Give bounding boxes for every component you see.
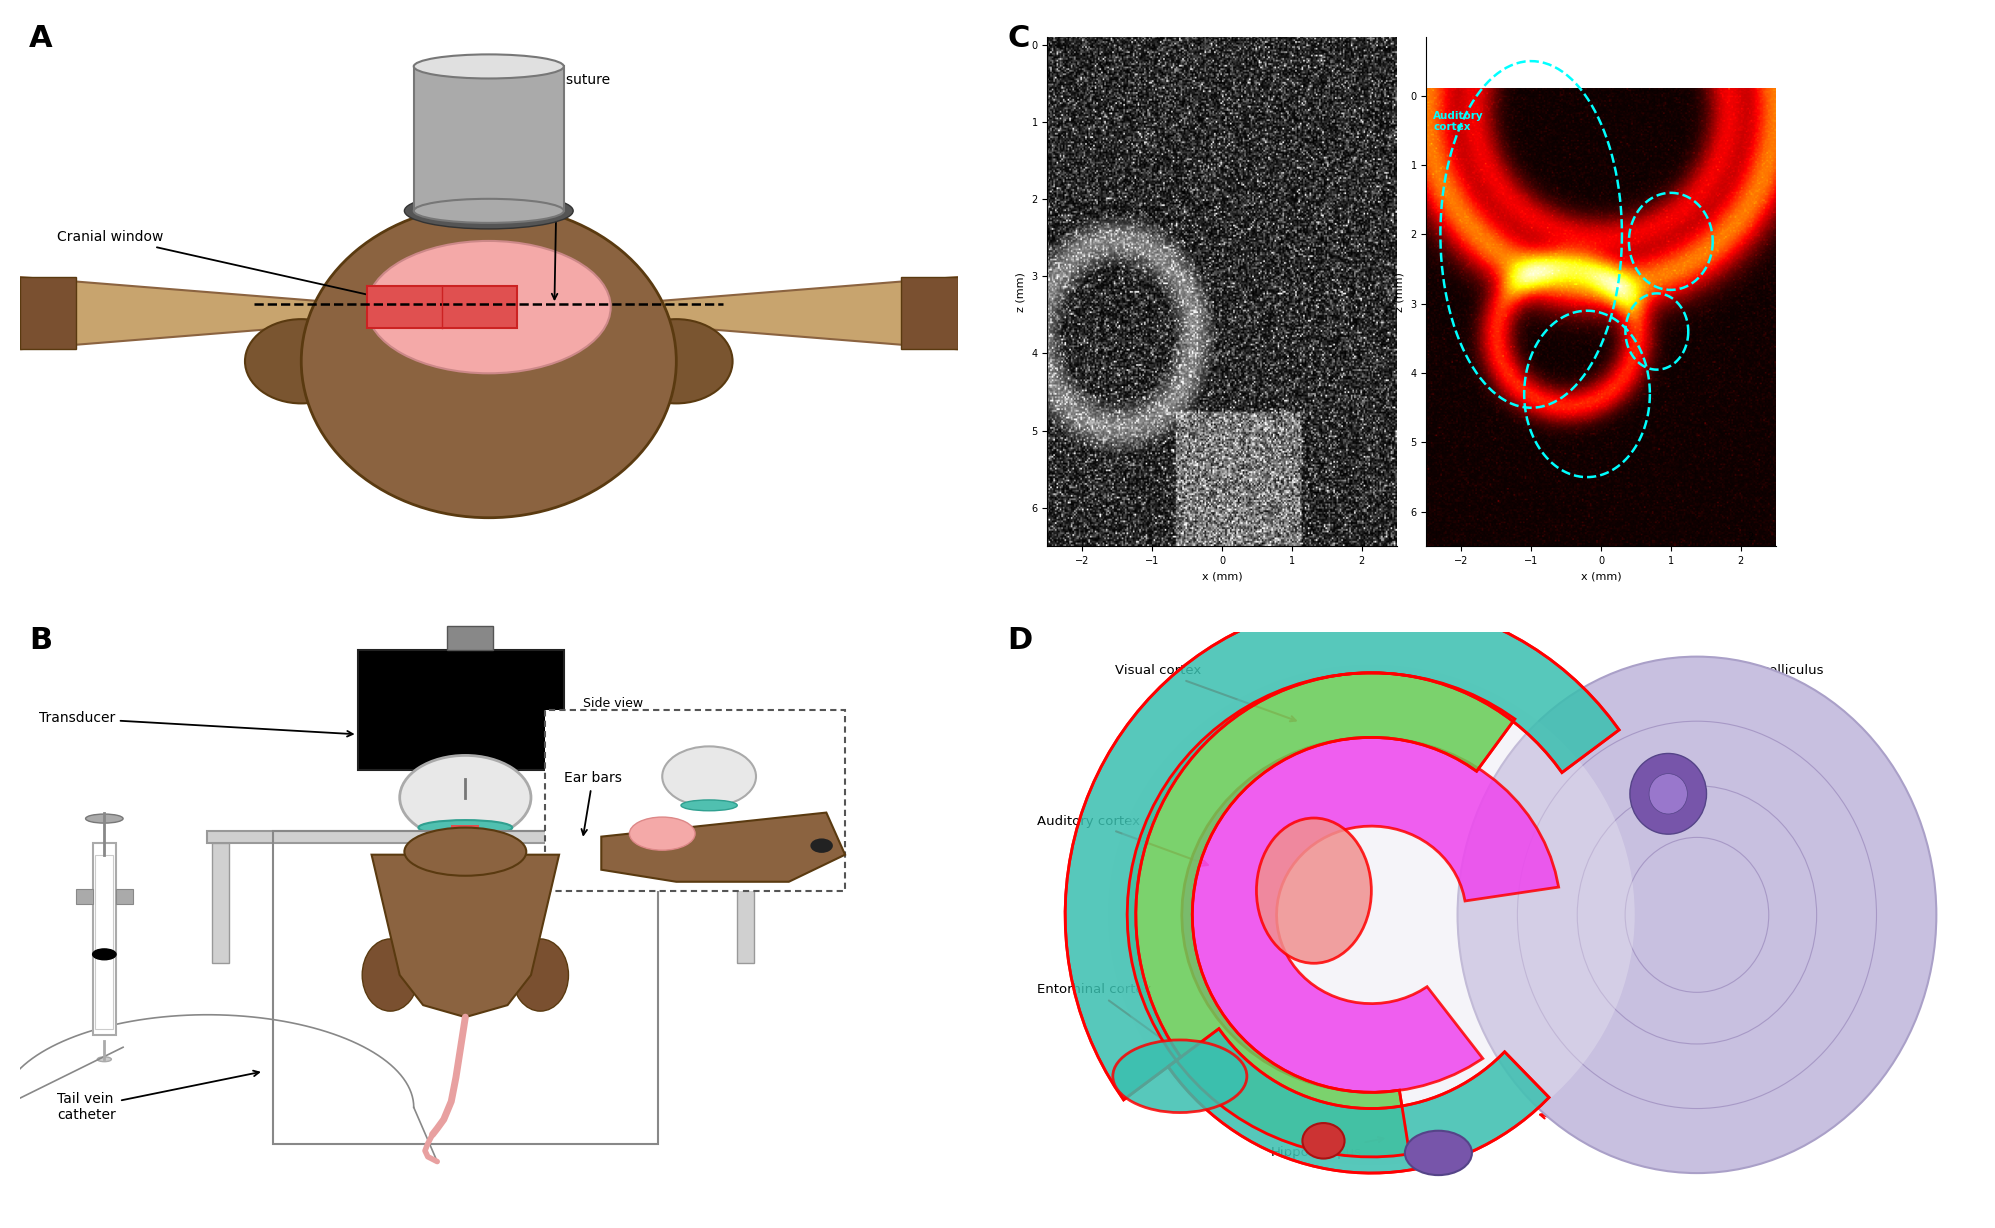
Text: Hippocampus: Hippocampus bbox=[1271, 1137, 1383, 1158]
Y-axis label: z (mm): z (mm) bbox=[1015, 271, 1025, 312]
Bar bbox=[413, 66, 565, 211]
Polygon shape bbox=[658, 278, 958, 349]
Text: Superior colliculus: Superior colliculus bbox=[1476, 165, 1696, 205]
Bar bbox=[116, 889, 134, 904]
Text: Visual cortex: Visual cortex bbox=[1476, 50, 1696, 64]
Bar bbox=[96, 855, 114, 1029]
Bar bbox=[738, 842, 754, 963]
Text: Entorhinal cortex: Entorhinal cortex bbox=[1037, 984, 1169, 1044]
Ellipse shape bbox=[367, 241, 610, 373]
Bar bbox=[902, 278, 958, 349]
Text: Auditory cortex: Auditory cortex bbox=[1037, 814, 1207, 866]
Ellipse shape bbox=[245, 319, 357, 403]
Bar bbox=[207, 830, 752, 842]
Bar bbox=[447, 626, 493, 650]
Ellipse shape bbox=[1650, 774, 1688, 814]
Text: Sagittal suture: Sagittal suture bbox=[507, 74, 610, 300]
Text: C: C bbox=[1007, 25, 1029, 53]
Bar bbox=[211, 842, 229, 963]
Text: B: B bbox=[30, 626, 52, 655]
Ellipse shape bbox=[680, 799, 738, 810]
Text: Auditory
cortex: Auditory cortex bbox=[1432, 111, 1484, 133]
Ellipse shape bbox=[620, 319, 732, 403]
Text: Cranial window: Cranial window bbox=[58, 230, 419, 307]
Bar bbox=[357, 650, 565, 770]
Ellipse shape bbox=[405, 193, 573, 228]
Ellipse shape bbox=[363, 939, 419, 1011]
Text: Ear bars: Ear bars bbox=[565, 771, 622, 835]
Circle shape bbox=[810, 839, 832, 853]
Bar bbox=[20, 278, 76, 349]
Text: Auditory thalamus: Auditory thalamus bbox=[1540, 1114, 1756, 1158]
Ellipse shape bbox=[1630, 754, 1706, 834]
Text: 2: 2 bbox=[1748, 532, 1754, 542]
Y-axis label: z (mm): z (mm) bbox=[1395, 271, 1404, 312]
Ellipse shape bbox=[1404, 1131, 1472, 1175]
Ellipse shape bbox=[86, 814, 124, 823]
Polygon shape bbox=[1065, 600, 1620, 1100]
Text: Auditory thalamus: Auditory thalamus bbox=[1476, 285, 1696, 325]
Polygon shape bbox=[1127, 673, 1514, 1157]
Text: Hippocampus: Hippocampus bbox=[1476, 382, 1696, 410]
Ellipse shape bbox=[399, 755, 531, 840]
Circle shape bbox=[1303, 1124, 1345, 1158]
Polygon shape bbox=[20, 278, 319, 349]
Bar bbox=[92, 842, 116, 1035]
X-axis label: x (mm): x (mm) bbox=[1201, 572, 1243, 582]
Ellipse shape bbox=[1257, 818, 1371, 963]
Bar bbox=[367, 286, 517, 328]
Ellipse shape bbox=[301, 205, 676, 518]
FancyBboxPatch shape bbox=[545, 710, 846, 890]
Ellipse shape bbox=[92, 949, 116, 960]
Text: Side view: Side view bbox=[583, 698, 642, 710]
Polygon shape bbox=[600, 813, 846, 882]
Ellipse shape bbox=[413, 199, 565, 223]
Bar bbox=[76, 889, 92, 904]
Polygon shape bbox=[371, 855, 559, 1017]
Bar bbox=[451, 825, 479, 831]
Ellipse shape bbox=[628, 817, 694, 850]
Text: A: A bbox=[30, 25, 54, 53]
Polygon shape bbox=[1169, 1029, 1548, 1173]
Text: Entorhinal cortex: Entorhinal cortex bbox=[1476, 502, 1628, 530]
Text: Tail vein
catheter: Tail vein catheter bbox=[58, 1071, 259, 1122]
Text: Visual cortex: Visual cortex bbox=[1115, 664, 1295, 721]
Ellipse shape bbox=[98, 1057, 112, 1062]
X-axis label: x (mm): x (mm) bbox=[1580, 572, 1622, 582]
Text: Superior colliculus: Superior colliculus bbox=[1666, 664, 1823, 720]
Ellipse shape bbox=[1107, 664, 1634, 1165]
Text: D: D bbox=[1007, 626, 1033, 655]
Ellipse shape bbox=[662, 747, 756, 807]
Polygon shape bbox=[1181, 737, 1558, 1093]
Ellipse shape bbox=[405, 828, 527, 876]
Ellipse shape bbox=[413, 54, 565, 79]
Ellipse shape bbox=[1113, 1040, 1247, 1113]
Ellipse shape bbox=[419, 820, 513, 835]
Text: Transducer: Transducer bbox=[38, 711, 353, 737]
Ellipse shape bbox=[513, 939, 569, 1011]
Ellipse shape bbox=[1458, 657, 1937, 1173]
